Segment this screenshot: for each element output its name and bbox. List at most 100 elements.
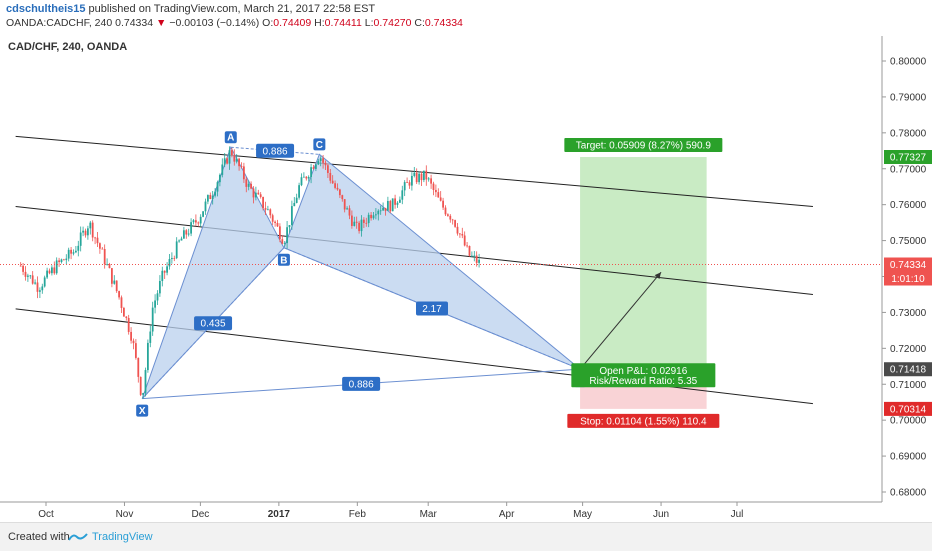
candle-body: [326, 165, 329, 173]
open-value: 0.74409: [273, 17, 312, 29]
candle-body: [65, 258, 68, 261]
ratio-badge: [415, 301, 448, 316]
candle-body: [166, 266, 168, 273]
candle-body: [182, 230, 185, 239]
price-badge-label: 1:01:10: [891, 274, 925, 285]
candle-body: [396, 202, 399, 205]
candle-body: [190, 222, 192, 234]
candle-body: [228, 150, 231, 164]
ratio-label: 0.435: [201, 319, 226, 330]
pattern-point-label: X: [139, 406, 146, 417]
candle-body: [173, 258, 176, 259]
candle-body: [298, 185, 300, 198]
candle-body: [293, 202, 296, 207]
candle-body: [132, 340, 135, 344]
candle-body: [38, 290, 41, 292]
candle-body: [67, 249, 70, 259]
candle-body: [101, 248, 104, 250]
y-tick-label: 0.78000: [890, 128, 927, 139]
y-tick-label: 0.79000: [890, 92, 927, 103]
target-zone: [580, 157, 707, 370]
candle-body: [127, 317, 130, 332]
candle-body: [144, 370, 147, 394]
pattern-triangle-xab: [141, 145, 285, 399]
candle-body: [197, 222, 200, 224]
candle-body: [300, 177, 303, 186]
candle-body: [19, 265, 22, 267]
y-tick-label: 0.77000: [890, 164, 927, 175]
candle-body: [384, 207, 387, 211]
candle-body: [427, 178, 430, 180]
pattern-point-label: C: [316, 140, 323, 151]
low-value: 0.74270: [373, 17, 412, 29]
candle-body: [86, 228, 89, 236]
candle-body: [91, 222, 94, 238]
candle-body: [94, 237, 96, 239]
candle-body: [319, 158, 322, 161]
candle-body: [89, 222, 92, 229]
candle-body: [250, 183, 252, 189]
candle-body: [420, 173, 423, 181]
tradingview-brand-link[interactable]: TradingView: [92, 531, 153, 543]
candle-body: [466, 245, 468, 247]
candle-body: [302, 176, 305, 178]
price-chart[interactable]: CAD/CHF, 240, OANDA 0.80000 0.79000 0.78000…: [0, 0, 932, 522]
candle-body: [259, 194, 262, 197]
candle-body: [413, 172, 416, 176]
candle-body: [185, 230, 188, 235]
candle-body: [353, 221, 356, 226]
x-tick-label: Feb: [349, 509, 367, 520]
candle-body: [235, 158, 238, 162]
candle-body: [154, 300, 156, 308]
candle-body: [355, 221, 358, 223]
candle-body: [180, 238, 183, 241]
candle-body: [451, 219, 454, 221]
candle-body: [202, 211, 204, 217]
high-label: H:: [314, 17, 325, 29]
candle-body: [458, 233, 461, 235]
candle-body: [336, 187, 339, 190]
pattern-triangle-bcd: [283, 153, 581, 370]
candle-body: [437, 192, 440, 198]
price-badge-bg: [884, 362, 932, 377]
candle-body: [218, 174, 221, 183]
y-tick-label: 0.76000: [890, 200, 927, 211]
candle-body: [324, 162, 327, 166]
author-link[interactable]: cdschultheis15: [6, 3, 86, 15]
footer-bar: Created with TradingView: [0, 522, 932, 551]
candle-body: [367, 214, 370, 224]
candle-body: [139, 376, 142, 395]
price-badge-bg: [884, 257, 932, 272]
candle-body: [456, 226, 459, 234]
candle-body: [278, 226, 281, 240]
candle-body: [434, 189, 437, 193]
candle-body: [82, 230, 84, 233]
candle-body: [106, 263, 108, 265]
candle-body: [406, 182, 408, 183]
price-badge-bg: [884, 150, 932, 165]
y-tick-label: 0.70000: [890, 416, 927, 427]
candle-body: [238, 158, 240, 167]
candle-body: [96, 237, 99, 244]
x-tick-label: Oct: [38, 509, 54, 520]
candle-body: [108, 263, 111, 269]
candle-body: [149, 331, 152, 343]
candle-body: [146, 342, 149, 371]
candle-body: [199, 216, 202, 224]
publish-line: cdschultheis15 published on TradingView.…: [6, 3, 375, 15]
candle-body: [151, 307, 154, 332]
candle-body: [269, 209, 272, 216]
candle-body: [130, 331, 132, 341]
candle-body: [461, 233, 464, 236]
candle-body: [449, 215, 452, 220]
candle-body: [245, 179, 248, 187]
chart-header: cdschultheis15 published on TradingView.…: [0, 0, 932, 32]
candle-body: [343, 199, 346, 210]
low-label: L:: [364, 17, 374, 29]
candle-body: [374, 214, 377, 216]
candle-body: [233, 155, 236, 162]
projection-arrow-line: [579, 271, 662, 370]
candle-body: [242, 166, 245, 180]
publish-info: published on TradingView.com, March 21, …: [88, 3, 376, 15]
last-price: 0.74334: [115, 17, 154, 29]
